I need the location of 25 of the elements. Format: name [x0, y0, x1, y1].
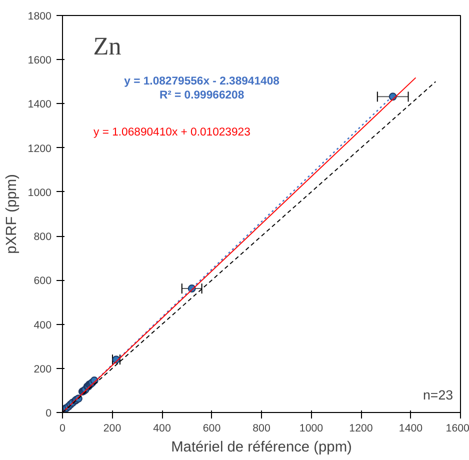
y-tick-label: 1200 [28, 142, 52, 155]
x-tick-label: 400 [153, 422, 171, 434]
annotation: n=23 [423, 387, 454, 402]
x-tick-label: 800 [252, 422, 270, 434]
x-tick-label: 1400 [398, 422, 423, 434]
text: Zn [93, 32, 122, 60]
x-tick-label: 1600 [446, 422, 469, 434]
y-tick-label: 1600 [28, 54, 52, 67]
y-tick-label: 0 [46, 408, 52, 420]
x-tick-label: 1000 [299, 422, 324, 434]
x-tick-label: 1200 [349, 422, 373, 434]
y-tick-label: 200 [34, 363, 52, 376]
y-tick-label: 600 [34, 275, 52, 288]
y-tick-label: 1000 [28, 186, 52, 199]
y-tick-label: 400 [34, 319, 52, 332]
y-tick-label: 800 [34, 231, 52, 244]
y-axis-title: pXRF (ppm) [4, 174, 20, 254]
x-tick-label: 600 [202, 422, 221, 434]
text: y = 1.08279556x - 2.38941408 R² = 0.99966208 [124, 76, 280, 102]
y-tick-label: 1400 [28, 98, 52, 111]
x-tick-label: 0 [60, 422, 66, 434]
y-tick-label: 1800 [28, 10, 52, 22]
x-tick-label: 200 [103, 422, 122, 434]
x-axis-title: Matériel de référence (ppm) [171, 440, 352, 456]
text: y = 1.06890410x + 0.01023923 [94, 126, 250, 138]
